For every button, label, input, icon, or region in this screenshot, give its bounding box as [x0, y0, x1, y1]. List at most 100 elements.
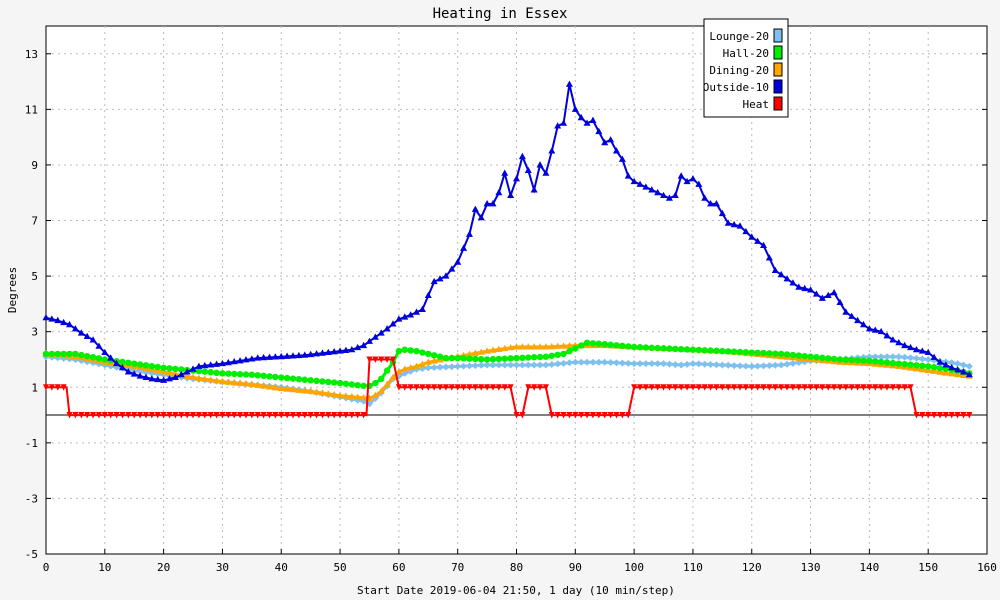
- data-point: [784, 384, 791, 391]
- data-point: [142, 412, 149, 419]
- data-point: [637, 384, 644, 391]
- data-point: [260, 412, 267, 419]
- data-point: [542, 169, 550, 176]
- data-point: [278, 412, 285, 419]
- data-point: [178, 366, 185, 373]
- data-point: [771, 266, 779, 274]
- data-point: [207, 412, 214, 419]
- data-point: [783, 360, 791, 368]
- data-point: [336, 391, 344, 399]
- data-point: [465, 362, 473, 370]
- data-point: [230, 379, 238, 386]
- data-point: [654, 360, 662, 368]
- data-point: [889, 336, 897, 343]
- data-point: [383, 380, 391, 387]
- data-point: [683, 360, 691, 368]
- data-point: [477, 213, 485, 221]
- data-point: [889, 384, 896, 391]
- data-point: [642, 360, 650, 368]
- data-point: [478, 355, 485, 363]
- data-point: [513, 361, 520, 369]
- data-point: [201, 412, 208, 419]
- data-point: [648, 186, 656, 193]
- data-point: [630, 177, 638, 185]
- data-point: [483, 356, 491, 363]
- data-point: [407, 384, 414, 391]
- y-tick-label: 1: [31, 381, 38, 394]
- data-point: [289, 375, 297, 382]
- data-point: [660, 345, 667, 352]
- data-point: [524, 166, 532, 174]
- data-point: [901, 360, 908, 368]
- data-point: [866, 384, 873, 391]
- data-point: [425, 350, 432, 358]
- data-point: [695, 384, 702, 391]
- data-point: [530, 343, 538, 350]
- data-point: [936, 368, 944, 375]
- data-point: [548, 412, 555, 419]
- data-point: [589, 358, 597, 366]
- data-point: [271, 353, 279, 360]
- data-point: [842, 356, 850, 363]
- data-point: [677, 345, 685, 353]
- data-point: [895, 353, 903, 361]
- data-point: [95, 355, 103, 362]
- data-point: [795, 384, 802, 391]
- data-point: [654, 188, 662, 196]
- data-point: [372, 379, 379, 387]
- legend: Lounge-20 Hall-20 Dining-20 Outside-10 Heat: [703, 18, 789, 118]
- data-point: [765, 362, 773, 370]
- data-point: [78, 351, 85, 359]
- data-point: [565, 80, 573, 87]
- data-point: [572, 345, 579, 352]
- data-point: [736, 222, 744, 229]
- data-point: [812, 290, 820, 297]
- data-point: [742, 349, 750, 356]
- data-point: [207, 361, 215, 368]
- data-point: [860, 384, 867, 391]
- data-point: [607, 136, 615, 143]
- legend-swatch: [773, 45, 783, 60]
- data-point: [66, 320, 74, 328]
- data-point: [242, 412, 249, 419]
- data-point: [489, 384, 496, 391]
- data-point: [565, 342, 573, 349]
- data-point: [366, 356, 373, 363]
- data-point: [236, 357, 244, 364]
- data-point: [618, 155, 626, 162]
- data-point: [254, 372, 261, 379]
- data-point: [148, 412, 155, 419]
- data-point: [272, 373, 279, 381]
- data-point: [907, 384, 914, 391]
- data-point: [754, 384, 761, 391]
- data-point: [190, 412, 197, 419]
- data-point: [437, 384, 444, 391]
- data-point: [760, 384, 767, 391]
- data-point: [48, 315, 56, 322]
- data-point: [283, 374, 291, 382]
- data-point: [648, 360, 656, 368]
- data-point: [66, 350, 73, 358]
- data-point: [442, 363, 450, 371]
- data-point: [313, 388, 321, 395]
- data-point: [183, 368, 191, 375]
- data-point: [283, 352, 291, 359]
- data-point: [965, 370, 973, 378]
- data-point: [43, 384, 49, 391]
- data-point: [207, 369, 214, 376]
- data-point: [83, 332, 91, 340]
- data-point: [495, 384, 502, 391]
- data-point: [678, 384, 685, 391]
- data-point: [495, 345, 503, 352]
- data-point: [460, 362, 468, 370]
- data-point: [954, 412, 961, 419]
- data-point: [60, 384, 67, 391]
- data-point: [225, 412, 232, 419]
- data-point: [707, 200, 715, 207]
- data-point: [330, 379, 338, 386]
- data-point: [571, 105, 579, 112]
- data-point: [448, 354, 456, 362]
- data-point: [730, 362, 738, 370]
- data-point: [465, 350, 473, 357]
